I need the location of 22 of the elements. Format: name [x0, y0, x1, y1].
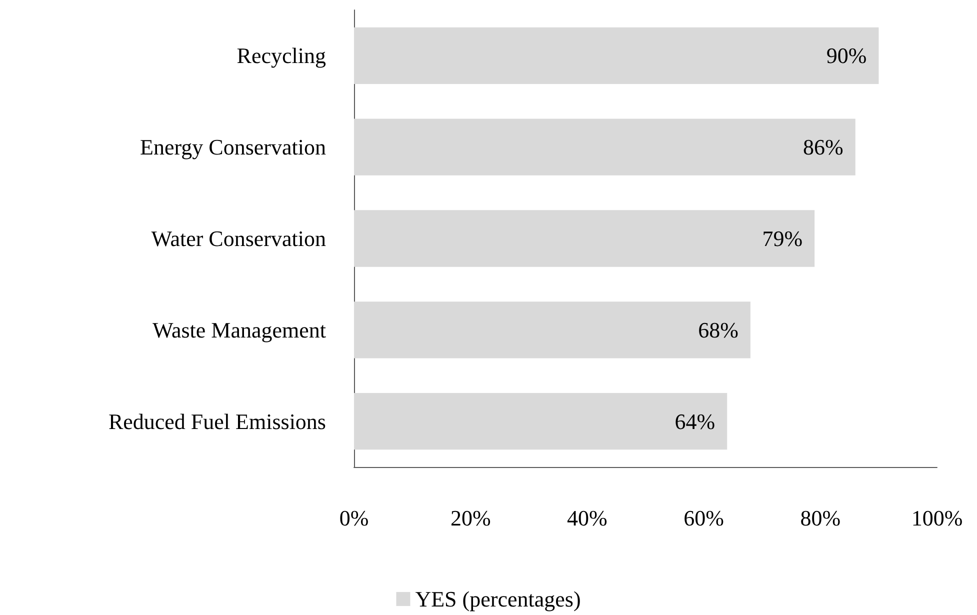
- bar: [354, 118, 856, 176]
- x-tick-label: 40%: [567, 506, 608, 530]
- y-tick-label: Energy Conservation: [140, 134, 326, 160]
- x-tick-label: 60%: [684, 506, 724, 530]
- x-tick-label: 80%: [800, 506, 841, 530]
- data-label: 79%: [762, 226, 803, 251]
- legend-label: YES (percentages): [415, 586, 581, 612]
- x-tick-label: 20%: [450, 506, 491, 530]
- bar: [354, 27, 879, 84]
- y-tick-label: Water Conservation: [151, 226, 326, 251]
- x-tick-label: 100%: [911, 506, 963, 530]
- bar: [354, 302, 750, 358]
- y-tick-label: Recycling: [236, 43, 326, 68]
- x-tick-label: 0%: [339, 506, 369, 530]
- data-label: 64%: [674, 408, 716, 434]
- bar: [354, 210, 815, 267]
- data-label: 86%: [803, 134, 844, 160]
- y-tick-label: Reduced Fuel Emissions: [108, 408, 326, 434]
- data-label: 68%: [698, 317, 738, 342]
- data-label: 90%: [826, 43, 867, 68]
- y-tick-label: Waste Management: [152, 317, 326, 342]
- bar: [354, 392, 728, 450]
